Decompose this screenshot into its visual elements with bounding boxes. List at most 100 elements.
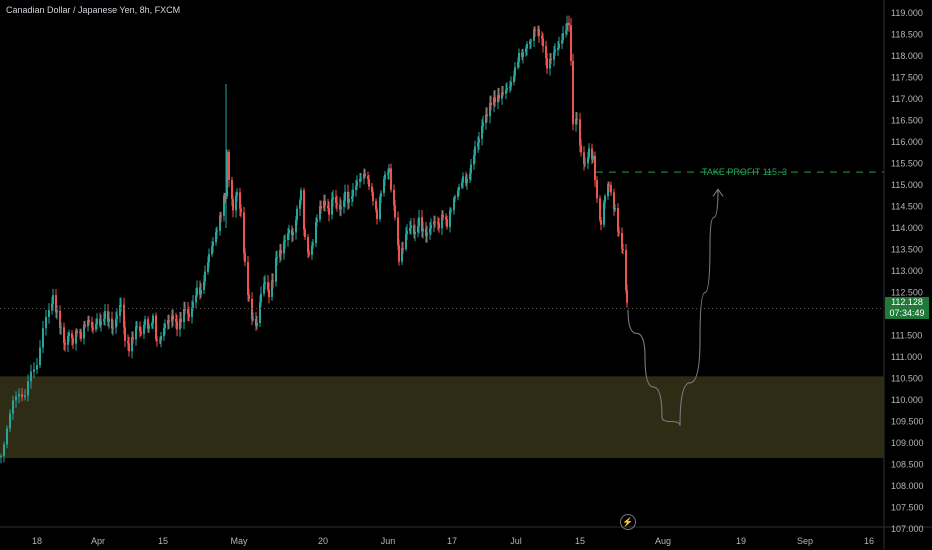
candle-body	[446, 219, 448, 228]
y-tick-label: 117.500	[891, 73, 923, 83]
candle-body	[280, 250, 282, 254]
candle-body	[502, 92, 504, 94]
candle-body	[482, 122, 484, 127]
candle-body	[490, 102, 492, 106]
candle-body	[135, 326, 137, 340]
candle-body	[147, 319, 149, 329]
candle-body	[304, 229, 306, 238]
candle-body	[260, 293, 262, 303]
candle-body	[474, 146, 476, 156]
candle-body	[613, 192, 615, 210]
candle-body	[220, 215, 222, 217]
candle-body	[284, 239, 286, 242]
candle-body	[608, 184, 610, 186]
candle-body	[200, 289, 202, 295]
candle-body	[355, 185, 357, 190]
candle-body	[409, 228, 411, 232]
candle-body	[425, 228, 427, 236]
candle-body	[529, 41, 531, 44]
candle-body	[494, 97, 496, 103]
candle-body	[172, 315, 174, 320]
support-zone	[0, 376, 884, 459]
candle-body	[380, 192, 382, 197]
candle-body	[526, 43, 528, 49]
candle-body	[441, 214, 443, 229]
candle-body	[364, 173, 366, 177]
candle-body	[450, 210, 452, 212]
candle-body	[625, 250, 627, 291]
candle-body	[123, 304, 125, 328]
candle-body	[256, 323, 258, 326]
candle-body	[505, 90, 507, 94]
projection-curve	[627, 189, 719, 426]
candle-body	[175, 319, 177, 322]
candle-body	[316, 219, 318, 223]
y-tick-label: 115.500	[891, 159, 923, 169]
candle-body	[371, 186, 373, 193]
candle-body	[418, 217, 420, 227]
candle-body	[442, 214, 444, 218]
candle-body	[397, 217, 399, 246]
candle-body	[461, 182, 463, 187]
candle-body	[136, 326, 138, 328]
time-axis[interactable]: 18 Apr 15 May 20 Jun 17 Jul 15 Aug 19 Sep 16	[32, 536, 874, 546]
x-tick-label: 19	[736, 536, 746, 546]
candle-body	[55, 295, 57, 313]
candle-body	[565, 30, 567, 34]
lightning-icon[interactable]: ⚡	[620, 514, 636, 530]
candle-body	[152, 315, 154, 324]
candle-body	[212, 242, 214, 247]
candle-body	[594, 155, 596, 181]
candle-body	[510, 82, 512, 87]
candle-body	[384, 174, 386, 180]
candle-body	[132, 337, 134, 340]
candle-body	[167, 320, 169, 325]
candle-body	[379, 196, 381, 219]
candle-body	[216, 230, 218, 233]
candle-body	[478, 138, 480, 143]
candle-body	[372, 192, 374, 202]
candle-body	[348, 198, 350, 203]
candle-body	[545, 46, 547, 59]
x-tick-label: 18	[32, 536, 42, 546]
candle-body	[533, 29, 535, 41]
candle-body	[259, 302, 261, 324]
candle-body	[18, 394, 20, 397]
candle-body	[497, 95, 499, 103]
candle-body	[343, 200, 345, 207]
y-tick-label: 107.500	[891, 503, 924, 513]
candle-body	[449, 210, 451, 228]
candle-body	[264, 282, 266, 284]
y-tick-label: 110.000	[891, 395, 923, 405]
candle-body	[454, 196, 456, 199]
candle-body	[557, 47, 559, 50]
candle-body	[319, 206, 321, 220]
candle-body	[176, 321, 178, 330]
candle-body	[92, 327, 94, 330]
candle-body	[367, 176, 369, 180]
candle-body	[96, 318, 98, 325]
candle-body	[554, 49, 556, 53]
candle-body	[240, 208, 242, 213]
candle-body	[279, 250, 281, 258]
candle-body	[247, 261, 249, 295]
candle-body	[599, 198, 601, 220]
candle-body	[429, 228, 431, 233]
candle-body	[139, 326, 141, 332]
candle-body	[437, 221, 439, 224]
candle-body	[434, 221, 436, 223]
candle-body	[558, 43, 560, 48]
candle-body	[506, 88, 508, 91]
y-tick-label: 109.000	[891, 438, 924, 448]
candle-body	[68, 333, 70, 336]
candle-body	[103, 319, 105, 322]
candle-body	[87, 320, 89, 327]
candle-body	[275, 258, 277, 282]
candle-body	[196, 287, 198, 296]
candle-body	[473, 155, 475, 165]
candle-body	[422, 228, 424, 232]
candle-body	[276, 257, 278, 259]
candle-body	[159, 340, 161, 342]
price-axis[interactable]: 119.000 118.500 118.000 117.500 117.000 116.5…	[891, 8, 924, 534]
